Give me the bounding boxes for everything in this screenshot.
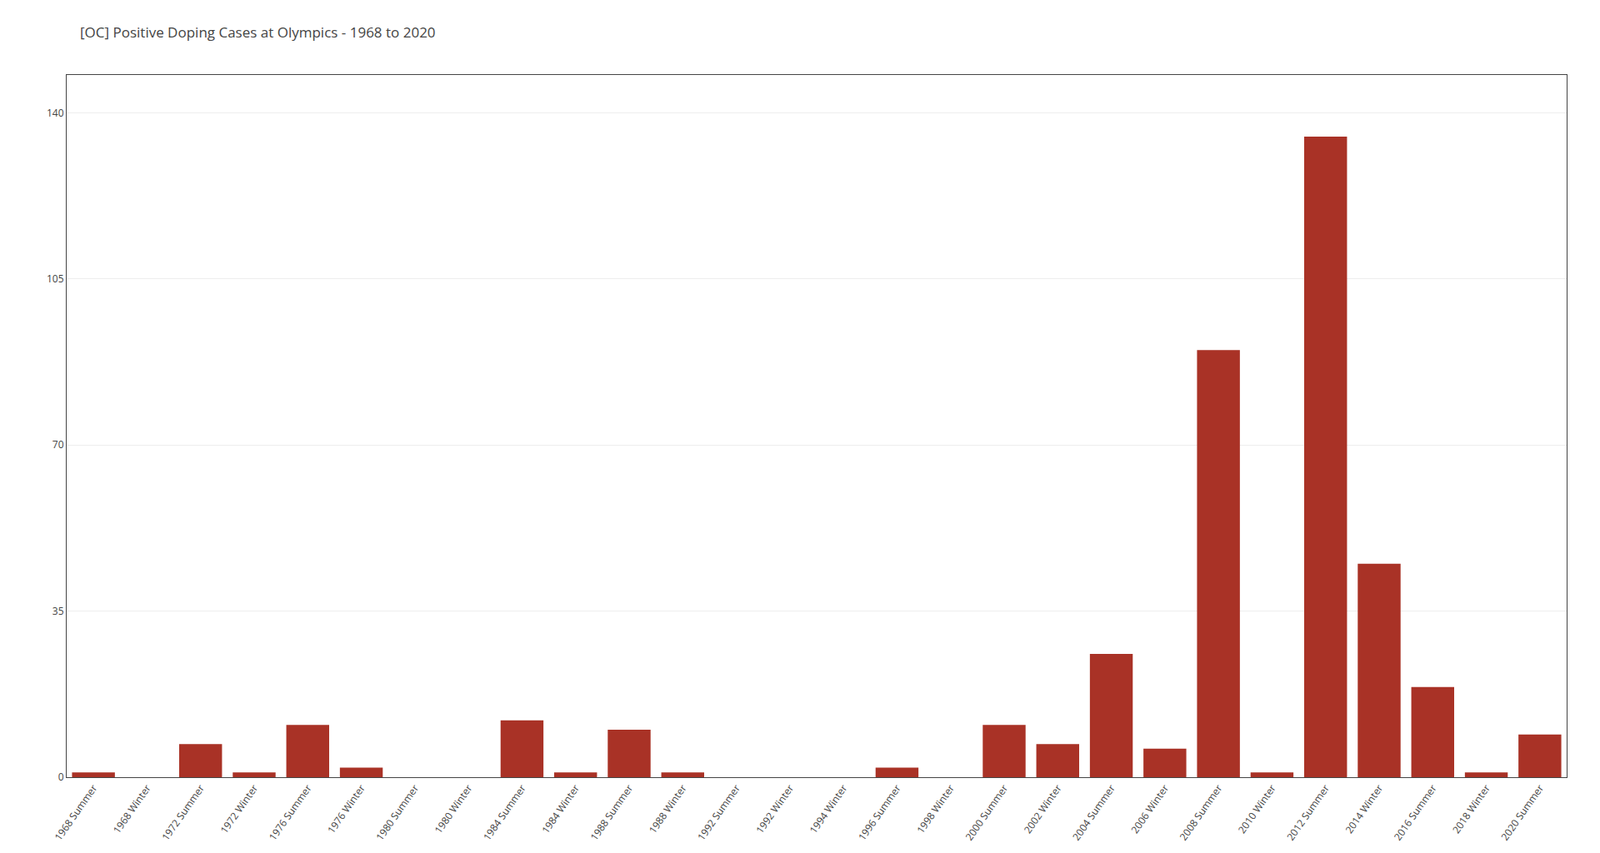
svg-text:70: 70	[52, 437, 65, 452]
svg-text:35: 35	[52, 604, 65, 619]
svg-text:2012 Summer: 2012 Summer	[1283, 781, 1333, 844]
svg-text:1980 Winter: 1980 Winter	[430, 781, 475, 836]
svg-text:2016 Summer: 2016 Summer	[1390, 781, 1440, 844]
svg-text:2006 Winter: 2006 Winter	[1127, 781, 1172, 836]
svg-text:[OC] Positive Doping Cases at: [OC] Positive Doping Cases at Olympics -…	[80, 22, 436, 42]
svg-text:1972 Summer: 1972 Summer	[158, 781, 208, 844]
svg-text:1988 Winter: 1988 Winter	[645, 781, 690, 836]
svg-text:140: 140	[46, 105, 65, 120]
svg-text:2002 Winter: 2002 Winter	[1020, 781, 1065, 836]
svg-text:1992 Summer: 1992 Summer	[694, 781, 744, 844]
svg-text:1968 Winter: 1968 Winter	[110, 781, 155, 836]
svg-text:2000 Summer: 2000 Summer	[961, 781, 1011, 844]
svg-text:2014 Winter: 2014 Winter	[1341, 781, 1386, 836]
svg-text:2004 Summer: 2004 Summer	[1069, 781, 1119, 844]
svg-text:2010 Winter: 2010 Winter	[1235, 781, 1280, 836]
svg-text:2008 Summer: 2008 Summer	[1175, 781, 1225, 844]
svg-text:1972 Winter: 1972 Winter	[216, 781, 261, 836]
svg-text:1998 Winter: 1998 Winter	[913, 781, 958, 836]
svg-text:1988 Summer: 1988 Summer	[586, 781, 636, 844]
svg-text:1994 Winter: 1994 Winter	[805, 781, 850, 836]
svg-text:2020 Summer: 2020 Summer	[1497, 781, 1547, 844]
svg-text:0: 0	[58, 770, 65, 785]
svg-text:105: 105	[46, 271, 65, 286]
svg-text:1992 Winter: 1992 Winter	[752, 781, 797, 836]
svg-text:1976 Winter: 1976 Winter	[324, 781, 369, 836]
svg-text:1984 Winter: 1984 Winter	[538, 781, 583, 836]
svg-text:1968 Summer: 1968 Summer	[50, 781, 100, 844]
svg-text:1996 Summer: 1996 Summer	[855, 781, 905, 844]
svg-text:1980 Summer: 1980 Summer	[372, 781, 422, 844]
svg-text:1976 Summer: 1976 Summer	[265, 781, 315, 844]
svg-text:1984 Summer: 1984 Summer	[480, 781, 530, 844]
svg-text:2018 Winter: 2018 Winter	[1449, 781, 1494, 836]
